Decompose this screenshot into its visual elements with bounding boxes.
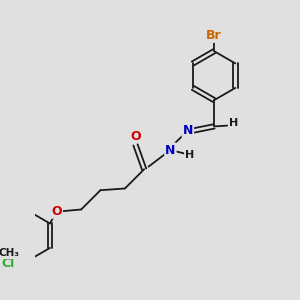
Text: N: N <box>165 143 176 157</box>
Text: CH₃: CH₃ <box>0 248 20 258</box>
Text: O: O <box>51 205 62 218</box>
Text: H: H <box>229 118 238 128</box>
Text: Cl: Cl <box>1 257 14 270</box>
Text: Br: Br <box>206 29 222 42</box>
Text: N: N <box>183 124 193 137</box>
Text: H: H <box>185 150 194 160</box>
Text: O: O <box>130 130 141 142</box>
